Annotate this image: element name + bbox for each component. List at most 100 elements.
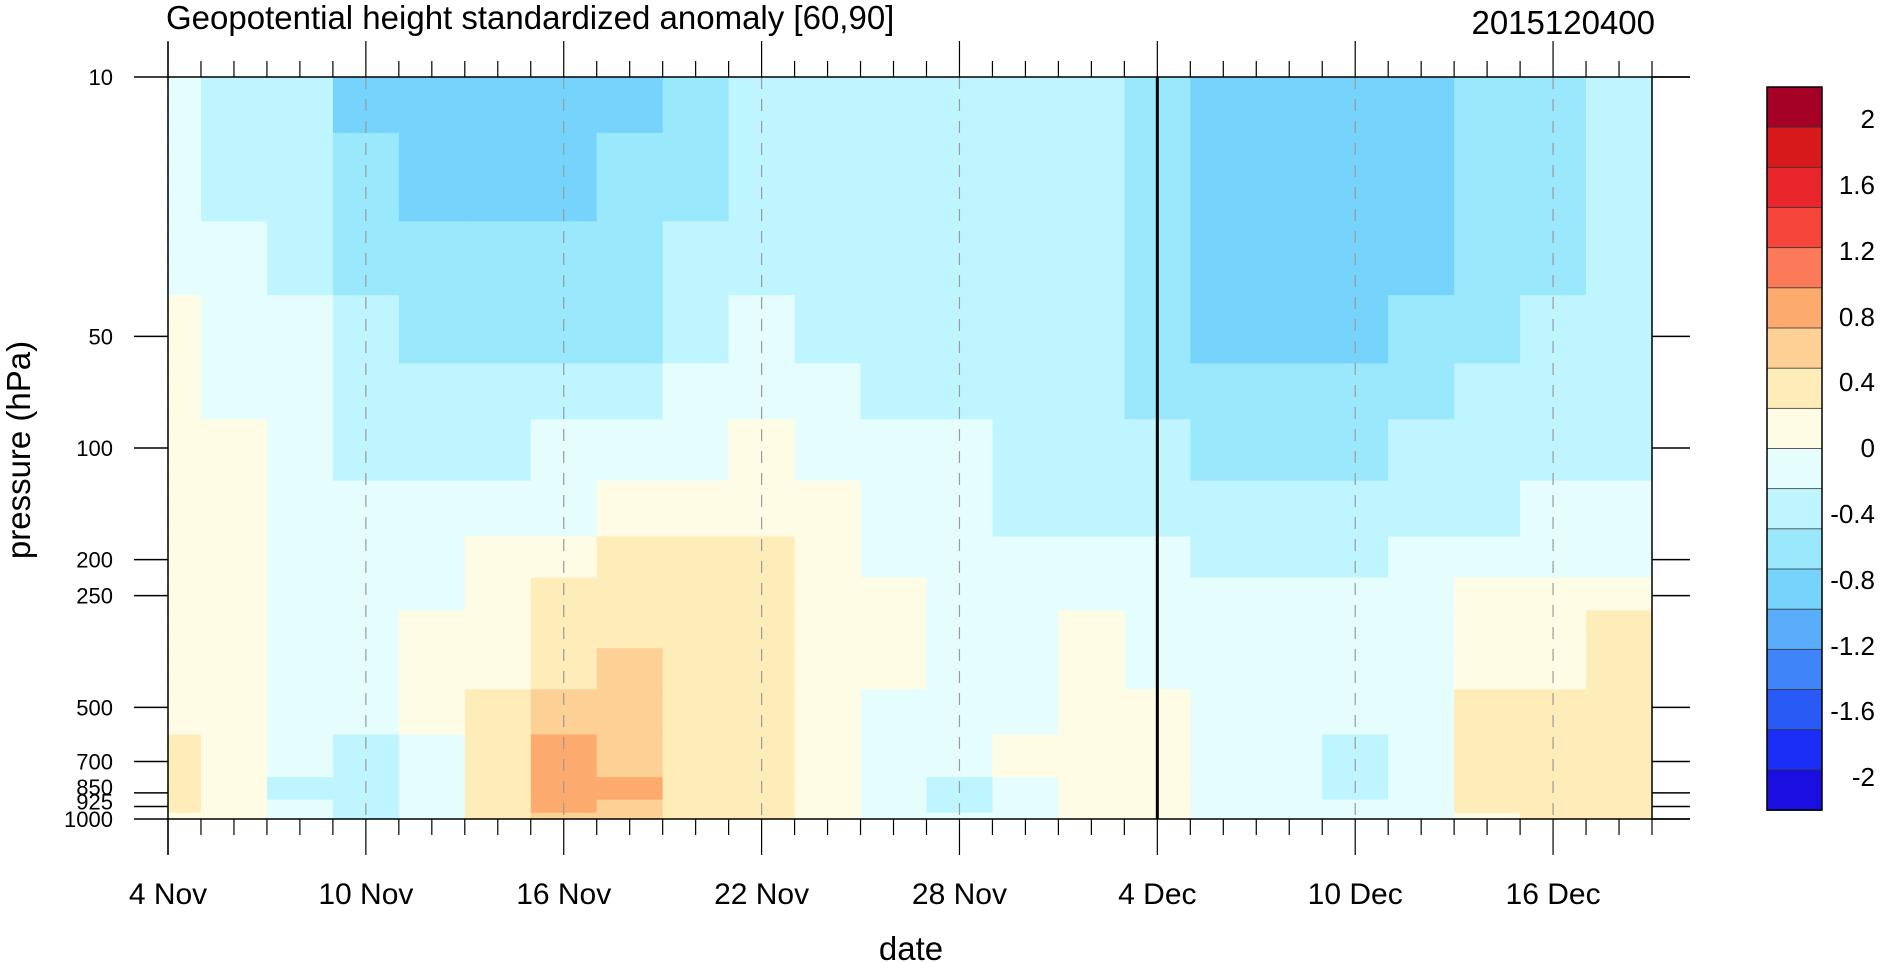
heatmap-cell — [398, 295, 466, 365]
heatmap-cell — [464, 799, 532, 814]
heatmap-cell — [398, 734, 466, 778]
heatmap-cell — [266, 812, 334, 820]
heatmap-cell — [1388, 480, 1455, 538]
heatmap-cell — [332, 812, 400, 820]
heatmap-cell — [662, 132, 730, 222]
heatmap-cell — [662, 777, 730, 801]
heatmap-cell — [1586, 812, 1653, 820]
heatmap-cell — [596, 221, 664, 296]
heatmap-cell — [398, 648, 466, 690]
heatmap-cell — [1454, 577, 1521, 611]
heatmap-cell — [1058, 812, 1125, 820]
heatmap-cell — [1256, 221, 1323, 296]
heatmap-cell — [1388, 295, 1455, 365]
heatmap-cell — [464, 648, 532, 690]
heatmap-cell — [398, 689, 466, 736]
heatmap-cell — [1586, 419, 1653, 482]
heatmap-cell — [200, 689, 268, 736]
heatmap-cell — [794, 812, 862, 820]
heatmap-cell — [1388, 77, 1455, 134]
heatmap-cell — [200, 363, 268, 420]
heatmap-cell — [266, 689, 334, 736]
heatmap-cell — [1190, 799, 1257, 814]
heatmap-cell — [1058, 648, 1125, 690]
heatmap-cell — [1586, 734, 1653, 778]
heatmap-cell — [1058, 536, 1125, 579]
heatmap-cell — [530, 419, 598, 482]
y-tick-label: 925 — [76, 789, 113, 814]
colorbar-swatch — [1766, 729, 1823, 771]
heatmap-cell — [398, 221, 466, 296]
heatmap-cell — [1520, 812, 1587, 820]
x-tick-label: 10 Dec — [1308, 878, 1403, 911]
heatmap-cell — [266, 77, 334, 134]
heatmap-cell — [266, 734, 334, 778]
heatmap-cell — [1586, 777, 1653, 801]
heatmap-cell — [1454, 221, 1521, 296]
heatmap-cell — [794, 689, 862, 736]
heatmap-cell — [1190, 577, 1257, 611]
heatmap-cell — [596, 799, 664, 814]
heatmap-cell — [266, 799, 334, 814]
heatmap-cell — [266, 363, 334, 420]
heatmap-cell — [992, 536, 1059, 579]
heatmap-cell — [1256, 577, 1323, 611]
heatmap-cell — [992, 480, 1059, 538]
heatmap-cell — [1058, 480, 1125, 538]
colorbar-tick-label: -1.6 — [1830, 696, 1875, 726]
colorbar-swatch — [1766, 689, 1823, 731]
heatmap-cell — [398, 610, 466, 649]
heatmap-cell — [266, 536, 334, 579]
heatmap-cell — [1388, 132, 1455, 222]
heatmap-cell — [1058, 77, 1125, 134]
heatmap-cell — [596, 363, 664, 420]
heatmap-cell — [860, 734, 928, 778]
heatmap-cell — [1058, 610, 1125, 649]
heatmap-cell — [1190, 734, 1257, 778]
heatmap-cell — [860, 577, 928, 611]
heatmap-cell — [662, 689, 730, 736]
colorbar-swatch — [1766, 769, 1823, 811]
heatmap-cell — [464, 577, 532, 611]
heatmap-cell — [266, 295, 334, 365]
heatmap-cell — [1388, 419, 1455, 482]
heatmap-cell — [596, 295, 664, 365]
heatmap-cell — [596, 77, 664, 134]
heatmap-cell — [860, 77, 928, 134]
heatmap-cell — [926, 812, 994, 820]
heatmap-cell — [1388, 799, 1455, 814]
heatmap-cell — [1454, 734, 1521, 778]
colorbar-tick-label: 0.4 — [1839, 367, 1875, 397]
colorbar-swatch — [1766, 407, 1823, 450]
heatmap-cell — [1388, 648, 1455, 690]
colorbar-swatch — [1766, 528, 1823, 570]
heatmap-cell — [1388, 734, 1455, 778]
heatmap-cell — [1586, 799, 1653, 814]
heatmap-cell — [266, 648, 334, 690]
heatmap-cell — [596, 734, 664, 778]
heatmap-cell — [794, 77, 862, 134]
colorbar-swatch — [1766, 126, 1823, 169]
heatmap-cell — [1454, 419, 1521, 482]
heatmap-cell — [662, 77, 730, 134]
heatmap-cell — [992, 295, 1059, 365]
heatmap-cell — [200, 132, 268, 222]
colorbar-swatch — [1766, 448, 1823, 490]
heatmap-cell — [168, 419, 202, 482]
heatmap-cell — [794, 295, 862, 365]
heatmap-cell — [992, 363, 1059, 420]
heatmap-cell — [464, 610, 532, 649]
heatmap-cell — [596, 610, 664, 649]
heatmap-cell — [860, 480, 928, 538]
y-tick-label: 700 — [76, 750, 113, 775]
heatmap-cell — [168, 77, 202, 134]
colorbar-swatch — [1766, 568, 1823, 611]
heatmap-cell — [464, 734, 532, 778]
plot-area — [167, 42, 1690, 855]
heatmap-cell — [992, 689, 1059, 736]
heatmap-cell — [662, 419, 730, 482]
heatmap-cell — [464, 221, 532, 296]
heatmap-cell — [860, 221, 928, 296]
heatmap-cell — [1190, 132, 1257, 222]
colorbar-swatch — [1766, 166, 1823, 209]
